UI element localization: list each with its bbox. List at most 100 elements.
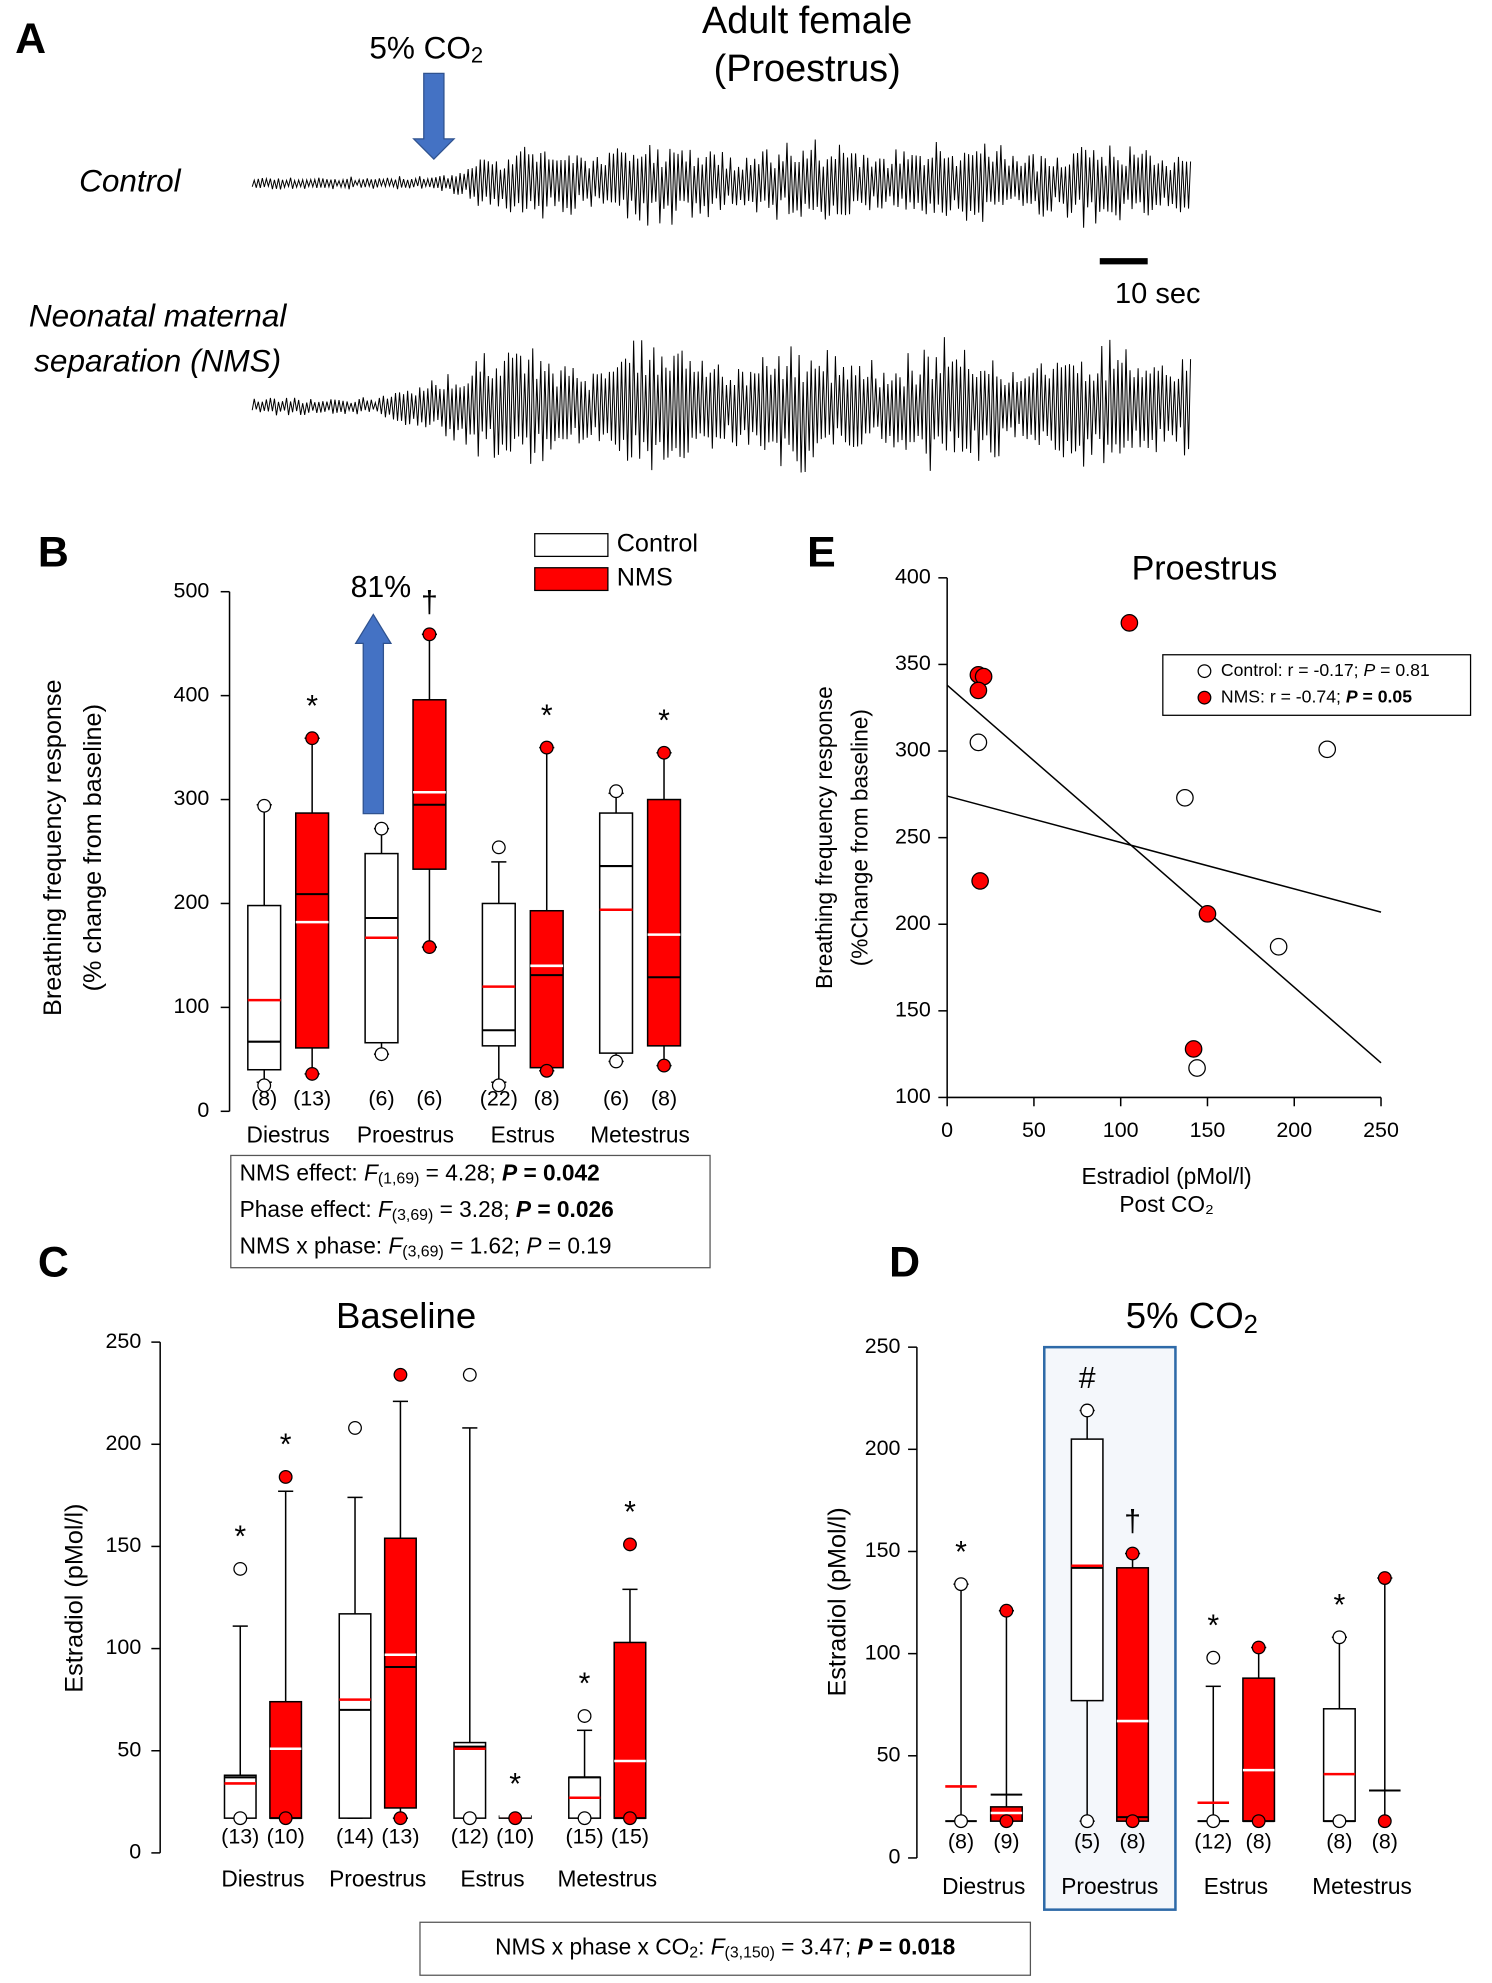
panel-label: D <box>889 1239 920 1287</box>
outlier <box>374 821 389 836</box>
outlier <box>1206 1814 1221 1829</box>
text-part: NMS x phase x CO <box>495 1934 689 1960</box>
outlier <box>577 1811 592 1826</box>
n-label: (10) <box>267 1824 305 1848</box>
outlier <box>422 940 437 955</box>
change-arrow <box>354 613 393 815</box>
x-tick-label: Metestrus <box>557 1866 657 1892</box>
outlier <box>539 1063 554 1078</box>
text-part: 2 <box>471 43 483 68</box>
outlier <box>1377 1571 1392 1585</box>
outlier <box>1206 1650 1221 1665</box>
text-part: = 0.018 <box>873 1934 956 1960</box>
outlier <box>462 1811 477 1826</box>
outlier <box>623 1537 637 1552</box>
fit-line <box>946 795 1382 913</box>
n-label: (8) <box>651 1087 677 1111</box>
trace <box>251 139 1192 228</box>
n-label: (15) <box>611 1824 649 1848</box>
box <box>412 699 447 870</box>
point <box>969 733 988 752</box>
box <box>1116 1567 1150 1822</box>
highlight-box <box>1043 1345 1177 1911</box>
text-part: 5% CO <box>1126 1295 1244 1336</box>
outlier <box>657 745 671 760</box>
x-tick-label: Diestrus <box>247 1122 330 1148</box>
y-axis-label: (% change from baseline) <box>79 704 107 991</box>
n-label: (10) <box>496 1824 534 1848</box>
legend-swatch <box>534 567 609 592</box>
y-axis-label: Breathing frequency response <box>811 686 837 989</box>
outlier <box>1251 1814 1266 1829</box>
n-label: (8) <box>251 1087 277 1111</box>
point <box>1176 788 1194 807</box>
legend-marker <box>1197 690 1212 705</box>
outlier <box>374 1047 389 1062</box>
annotation: * <box>579 1668 591 1701</box>
text-part: F <box>388 1233 403 1259</box>
n-label: (14) <box>336 1824 374 1848</box>
stats-box <box>230 1154 711 1269</box>
stats-line: NMS x phase: F(3,69) = 1.62; P = 0.19 <box>240 1233 612 1261</box>
annotation: * <box>509 1768 521 1801</box>
point <box>1269 937 1288 956</box>
chart-title: Adult female <box>702 0 912 42</box>
y-tick-label: 250 <box>105 1329 141 1353</box>
outlier <box>577 1709 592 1723</box>
annotation: * <box>541 699 553 732</box>
chart-title: Baseline <box>336 1295 476 1336</box>
outlier <box>954 1577 968 1592</box>
text-part: : <box>698 1934 711 1960</box>
outlier <box>348 1420 362 1435</box>
stats-line: NMS effect: F(1,69) = 4.28; P = 0.042 <box>240 1159 600 1187</box>
box <box>453 1741 487 1819</box>
legend-box <box>1162 654 1472 716</box>
n-label: (8) <box>1372 1829 1398 1853</box>
n-label: (9) <box>993 1829 1019 1853</box>
n-label: (8) <box>534 1087 560 1111</box>
stats-line: NMS x phase x CO2: F(3,150) = 3.47; P = … <box>495 1934 955 1962</box>
outlier <box>999 1814 1014 1829</box>
trace-label: Neonatal maternal <box>29 297 288 333</box>
y-tick-label: 300 <box>174 786 210 810</box>
box <box>294 812 330 1049</box>
outlier <box>1080 1814 1095 1829</box>
text-part: F <box>364 1159 379 1185</box>
panel-label: A <box>15 15 46 63</box>
text-part: = 0.19 <box>542 1233 612 1259</box>
x-axis-label: Post CO₂ <box>1119 1191 1214 1217</box>
n-label: (22) <box>480 1087 518 1111</box>
annotation: * <box>1334 1589 1346 1622</box>
x-tick-label: Estrus <box>1204 1873 1268 1899</box>
x-axis-label: Estradiol (pMol/l) <box>1082 1163 1252 1189</box>
text-part: 2 <box>1244 1311 1258 1339</box>
text-part: (3,150) <box>725 1945 775 1962</box>
annotation: † <box>421 586 438 619</box>
outlier <box>1125 1814 1140 1829</box>
y-tick-label: 100 <box>105 1635 141 1659</box>
x-tick-label: Diestrus <box>942 1873 1025 1899</box>
y-tick-label: 200 <box>105 1431 141 1455</box>
y-tick-label: 250 <box>895 824 931 848</box>
text-part: F <box>711 1934 726 1960</box>
n-label: (8) <box>1119 1829 1145 1853</box>
text-part: = 0.042 <box>517 1159 600 1185</box>
box <box>364 852 399 1044</box>
box <box>598 812 634 1054</box>
y-axis-label: Breathing frequency response <box>39 679 67 1015</box>
outlier <box>278 1811 293 1826</box>
point <box>969 681 988 700</box>
y-tick-label: 200 <box>174 890 210 914</box>
stimulus-arrow <box>412 72 456 160</box>
point <box>1184 1040 1203 1058</box>
text-part: P <box>858 1934 874 1960</box>
x-tick-label: Estrus <box>491 1122 555 1148</box>
text-part: = 3.28; <box>433 1196 516 1222</box>
outlier <box>1377 1814 1392 1829</box>
y-tick-label: 350 <box>895 651 931 675</box>
text-part: = 0.026 <box>531 1196 614 1222</box>
n-label: (8) <box>1246 1829 1272 1853</box>
annotation: * <box>306 690 318 723</box>
